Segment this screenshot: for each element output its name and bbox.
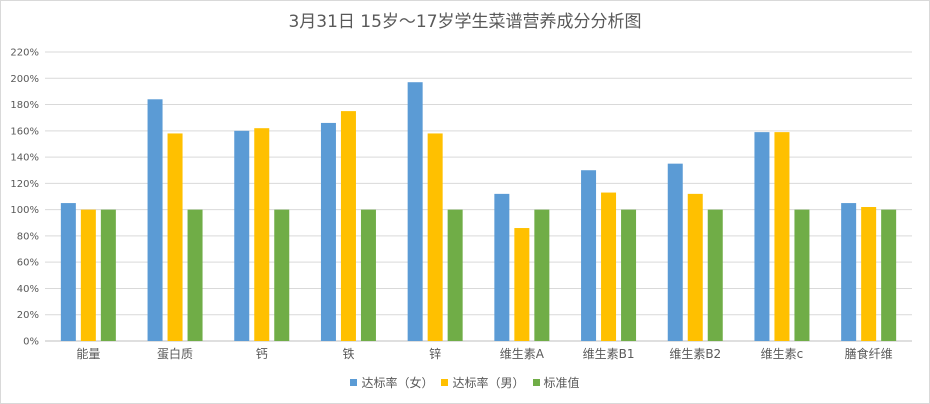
bar-male (167, 133, 183, 341)
legend-item: 达标率（男） (441, 374, 525, 391)
bar-male (254, 128, 270, 341)
y-tick-label: 200% (10, 74, 39, 85)
chart-legend: 达标率（女） 达标率（男） 标准值 (0, 374, 930, 391)
y-tick-label: 20% (17, 310, 39, 321)
legend-label: 达标率（男） (452, 376, 525, 390)
bar-female (754, 132, 770, 341)
y-tick-label: 220% (10, 48, 39, 59)
x-tick-label: 蛋白质 (157, 346, 193, 361)
y-tick-label: 100% (10, 205, 39, 216)
x-tick-label: 膳食纤维 (845, 346, 893, 361)
y-tick-label: 80% (17, 231, 39, 242)
bar-female (320, 122, 336, 341)
y-tick-label: 140% (10, 153, 39, 164)
bar-female (667, 163, 683, 341)
bar-male (514, 228, 530, 341)
y-tick-label: 0% (23, 337, 39, 348)
y-tick-label: 120% (10, 179, 39, 190)
legend-swatch (532, 379, 540, 386)
bar-female (841, 203, 857, 341)
bar-standard (881, 209, 897, 341)
bar-male (80, 209, 96, 341)
bar-male (861, 207, 877, 341)
bar-female (494, 193, 510, 341)
legend-label: 达标率（女） (361, 376, 434, 390)
bar-female (234, 130, 250, 341)
legend-swatch (350, 379, 358, 386)
bar-standard (187, 209, 203, 341)
bar-female (147, 99, 163, 341)
legend-item: 达标率（女） (350, 374, 433, 391)
bar-standard (274, 209, 290, 341)
y-tick-label: 180% (10, 100, 39, 111)
bar-male (687, 193, 703, 341)
bar-male (601, 192, 617, 341)
bar-female (581, 170, 597, 341)
x-tick-label: 维生素A (500, 347, 545, 361)
legend-item: 标准值 (532, 374, 580, 391)
x-tick-label: 维生素B2 (669, 347, 721, 361)
x-tick-label: 钙 (256, 347, 268, 361)
bar-standard (360, 209, 376, 341)
x-tick-label: 能量 (76, 347, 100, 361)
y-tick-label: 160% (10, 126, 39, 137)
bar-standard (794, 209, 810, 341)
x-tick-label: 铁 (342, 347, 354, 361)
bar-standard (447, 209, 463, 341)
legend-label: 标准值 (543, 376, 580, 390)
legend-swatch (441, 379, 449, 386)
x-tick-label: 维生素c (761, 347, 804, 361)
bar-standard (534, 209, 550, 341)
chart-title: 3月31日 15岁～17岁学生菜谱营养成分分析图 (288, 12, 642, 32)
x-tick-label: 维生素B1 (583, 347, 635, 361)
bar-standard (621, 209, 637, 341)
y-tick-label: 40% (17, 284, 39, 295)
bar-male (340, 111, 356, 341)
bar-standard (100, 209, 116, 341)
bar-female (407, 82, 423, 342)
bar-female (60, 203, 76, 341)
x-tick-label: 锌 (429, 347, 441, 361)
bar-standard (707, 209, 723, 341)
y-tick-label: 60% (17, 258, 39, 269)
bar-male (774, 132, 790, 341)
bar-male (427, 133, 443, 341)
